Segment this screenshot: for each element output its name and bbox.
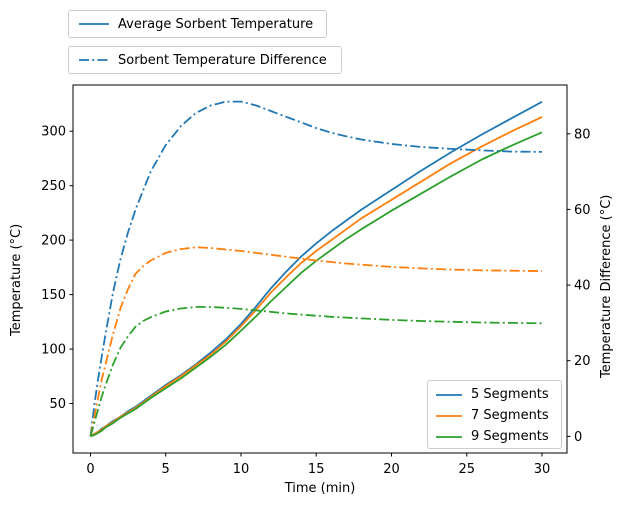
svg-text:5: 5 [162, 462, 170, 477]
svg-text:150: 150 [41, 288, 66, 303]
svg-text:80: 80 [574, 127, 591, 142]
y-axis-left-label: Temperature (°C) [9, 223, 24, 336]
svg-text:40: 40 [574, 279, 591, 294]
legend-sorbent-temperature-difference: Sorbent Temperature Difference [68, 46, 342, 74]
svg-text:25: 25 [459, 462, 476, 477]
svg-text:50: 50 [49, 397, 66, 412]
dashdot-line-sample-icon [79, 59, 109, 61]
legend-row-7-segments: 7 Segments [435, 405, 554, 426]
blue-line-sample-icon [436, 393, 462, 396]
svg-text:20: 20 [383, 462, 400, 477]
svg-text:250: 250 [41, 179, 66, 194]
y-axis-right-label: Temperature Difference (°C) [599, 194, 614, 378]
svg-text:30: 30 [534, 462, 551, 477]
legend-label-7-segments: 7 Segments [471, 408, 549, 423]
legend-row-5-segments: 5 Segments [435, 384, 554, 405]
svg-text:0: 0 [86, 462, 94, 477]
svg-text:15: 15 [308, 462, 325, 477]
legend-row-9-segments: 9 Segments [435, 426, 554, 447]
legend-label-5-segments: 5 Segments [471, 387, 549, 402]
svg-text:0: 0 [574, 430, 582, 445]
legend-average-sorbent-temperature: Average Sorbent Temperature [68, 10, 327, 38]
solid-line-sample-icon [79, 23, 109, 25]
orange-line-sample-icon [436, 414, 462, 417]
svg-text:200: 200 [41, 234, 66, 249]
svg-text:100: 100 [41, 343, 66, 358]
legend-label-temperature-difference: Sorbent Temperature Difference [118, 52, 327, 68]
svg-text:20: 20 [574, 354, 591, 369]
svg-text:10: 10 [233, 462, 250, 477]
legend-label-9-segments: 9 Segments [471, 429, 549, 444]
svg-text:300: 300 [41, 125, 66, 140]
legend-segments: 5 Segments 7 Segments 9 Segments [427, 380, 562, 449]
green-line-sample-icon [436, 435, 462, 438]
svg-text:60: 60 [574, 203, 591, 218]
legend-label-average-temperature: Average Sorbent Temperature [118, 16, 314, 32]
x-axis-label: Time (min) [284, 481, 356, 496]
